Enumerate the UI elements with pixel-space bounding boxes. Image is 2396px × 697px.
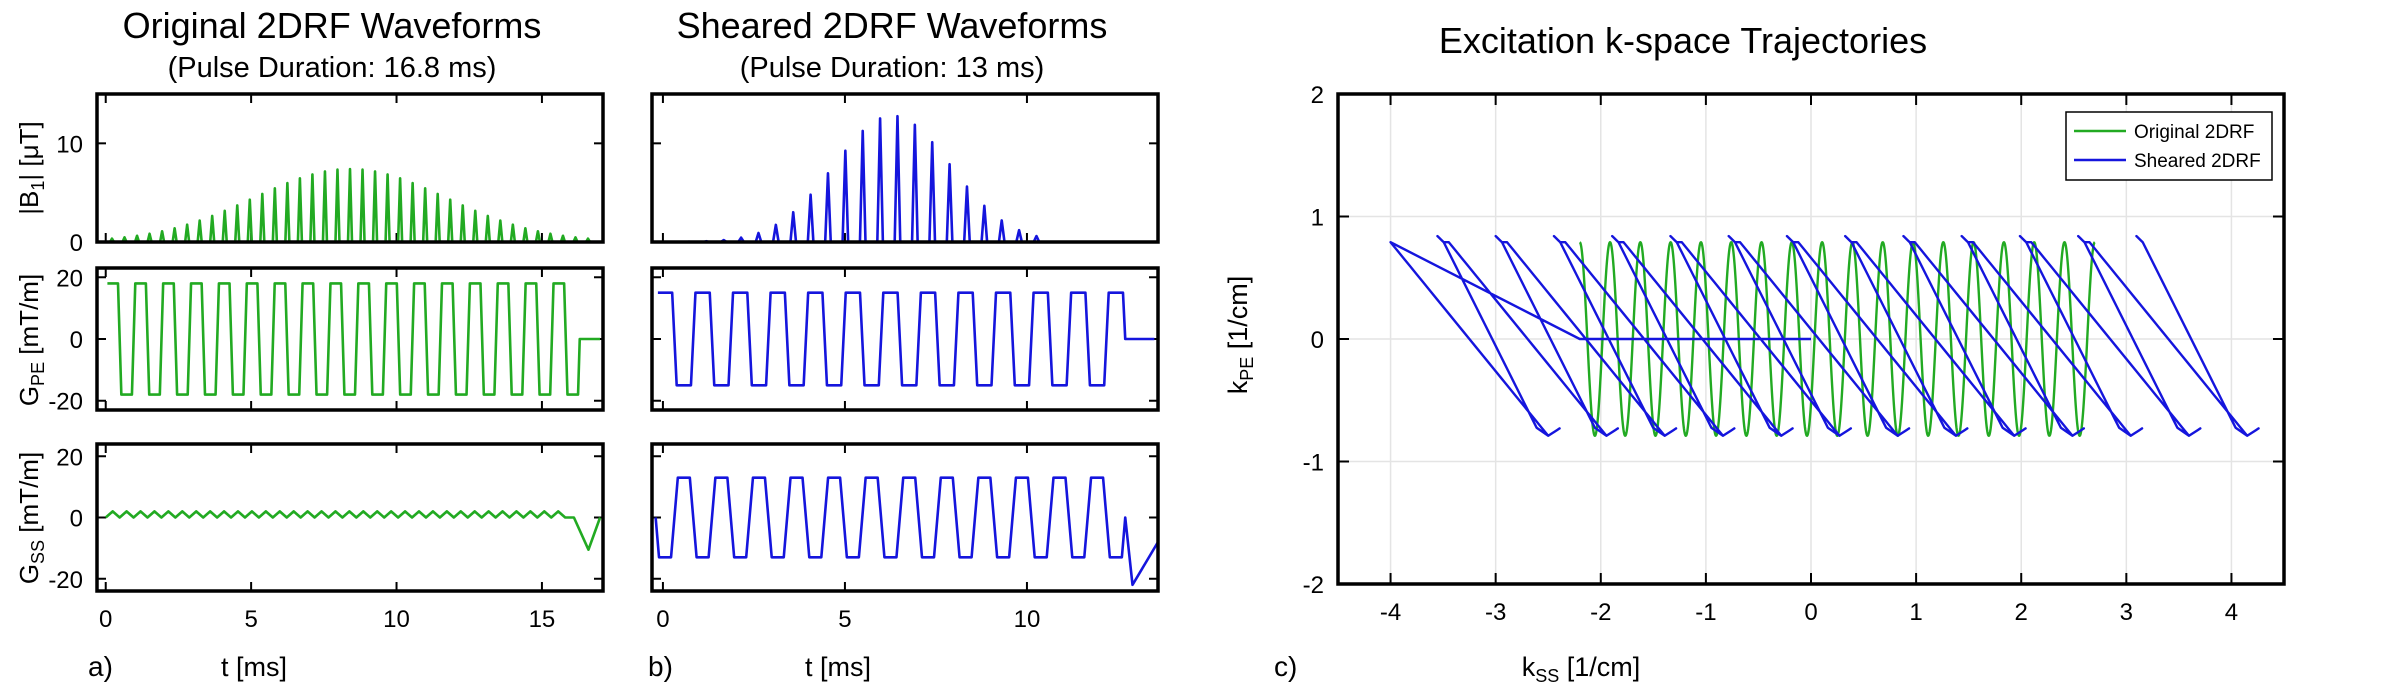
x-tick-label: 5 bbox=[838, 606, 851, 633]
panel-c-title: Excitation k-space Trajectories bbox=[1439, 20, 1927, 61]
panel-b-xlabel: t [ms] bbox=[805, 652, 871, 682]
panel-a-title: Original 2DRF Waveforms bbox=[123, 5, 542, 46]
y-tick-label: 2 bbox=[1311, 82, 1324, 109]
legend: Original 2DRF Sheared 2DRF bbox=[2065, 111, 2273, 181]
y-tick-label: 0 bbox=[70, 327, 83, 354]
series-line-b1 bbox=[662, 114, 1158, 242]
axes-a1: 0 10 bbox=[56, 92, 605, 257]
plot-frame bbox=[650, 266, 1160, 412]
panel-b-label: b) bbox=[648, 651, 673, 682]
x-tick-label: 4 bbox=[2225, 599, 2238, 626]
panel-a-label: a) bbox=[88, 651, 113, 682]
panel-a-xlabel: t [ms] bbox=[221, 652, 287, 682]
legend-label: Sheared 2DRF bbox=[2134, 151, 2261, 172]
axes-b3: 0 5 10 bbox=[650, 442, 1160, 633]
axes-b1 bbox=[650, 92, 1160, 244]
plot-frame bbox=[95, 442, 605, 593]
x-tick-label: 3 bbox=[2120, 599, 2133, 626]
legend-label: Original 2DRF bbox=[2134, 122, 2254, 143]
panel-b-title: Sheared 2DRF Waveforms bbox=[677, 5, 1108, 46]
series-line-sheared bbox=[1389, 234, 2260, 437]
x-tick-label: 1 bbox=[1909, 599, 1922, 626]
panel-c-ylabel: kPE [1/cm] bbox=[1223, 276, 1257, 395]
x-tick-label: 0 bbox=[1804, 599, 1817, 626]
series-line-a2 bbox=[107, 282, 601, 396]
plot-frame bbox=[1336, 92, 2286, 586]
y-tick-label: 10 bbox=[56, 131, 83, 158]
y-tick-label: 20 bbox=[56, 444, 83, 471]
x-tick-label: 2 bbox=[2015, 599, 2028, 626]
panel-a-subtitle: (Pulse Duration: 16.8 ms) bbox=[168, 52, 497, 84]
y-tick-label: 1 bbox=[1311, 205, 1324, 232]
x-tick-label: 10 bbox=[383, 606, 410, 633]
axes-b2 bbox=[650, 266, 1160, 412]
y-tick-label: -20 bbox=[48, 389, 83, 416]
series-line-a1 bbox=[105, 167, 603, 242]
series-line-b3 bbox=[654, 476, 1158, 587]
y-tick-label: -1 bbox=[1303, 450, 1324, 477]
y-tick-label: -20 bbox=[48, 567, 83, 594]
x-tick-label: 10 bbox=[1014, 606, 1041, 633]
series-line-a3 bbox=[104, 510, 602, 551]
y-tick-label: -2 bbox=[1303, 572, 1324, 599]
plot-frame bbox=[95, 266, 605, 412]
x-tick-label: 15 bbox=[529, 606, 556, 633]
panel-b-subtitle: (Pulse Duration: 13 ms) bbox=[740, 52, 1045, 84]
x-tick-label: -2 bbox=[1590, 599, 1611, 626]
ylabel-b1: |B1| [μT] bbox=[14, 121, 48, 214]
panel-c-label: c) bbox=[1274, 651, 1297, 682]
series-line-b2 bbox=[657, 291, 1155, 387]
axes-a2: 20 0 -20 bbox=[48, 265, 605, 416]
series-line-original bbox=[1578, 241, 2096, 437]
y-tick-label: 0 bbox=[70, 230, 83, 257]
axes-a3: 0 5 10 15 20 0 -20 bbox=[48, 442, 605, 633]
x-tick-label: -1 bbox=[1695, 599, 1716, 626]
x-tick-label: 5 bbox=[244, 606, 257, 633]
y-tick-label: 0 bbox=[1311, 327, 1324, 354]
ylabel-gpe: GPE [mT/m] bbox=[14, 274, 48, 406]
x-tick-label: -3 bbox=[1485, 599, 1506, 626]
y-tick-label: 20 bbox=[56, 265, 83, 292]
plot-frame bbox=[650, 92, 1160, 244]
axes-c: -4 -3 -2 -1 0 1 2 3 4 2 1 0 -1 -2 Original 2DRF Sheared… bbox=[1303, 82, 2286, 626]
x-tick-label: -4 bbox=[1380, 599, 1401, 626]
plot-frame bbox=[650, 442, 1160, 593]
legend-box bbox=[2065, 111, 2273, 181]
panel-c-xlabel: kSS [1/cm] bbox=[1522, 652, 1641, 686]
ylabel-gss: GSS [mT/m] bbox=[14, 452, 48, 584]
x-tick-label: 0 bbox=[656, 606, 669, 633]
y-tick-label: 0 bbox=[70, 506, 83, 533]
x-tick-label: 0 bbox=[99, 606, 112, 633]
plot-frame bbox=[95, 92, 605, 244]
